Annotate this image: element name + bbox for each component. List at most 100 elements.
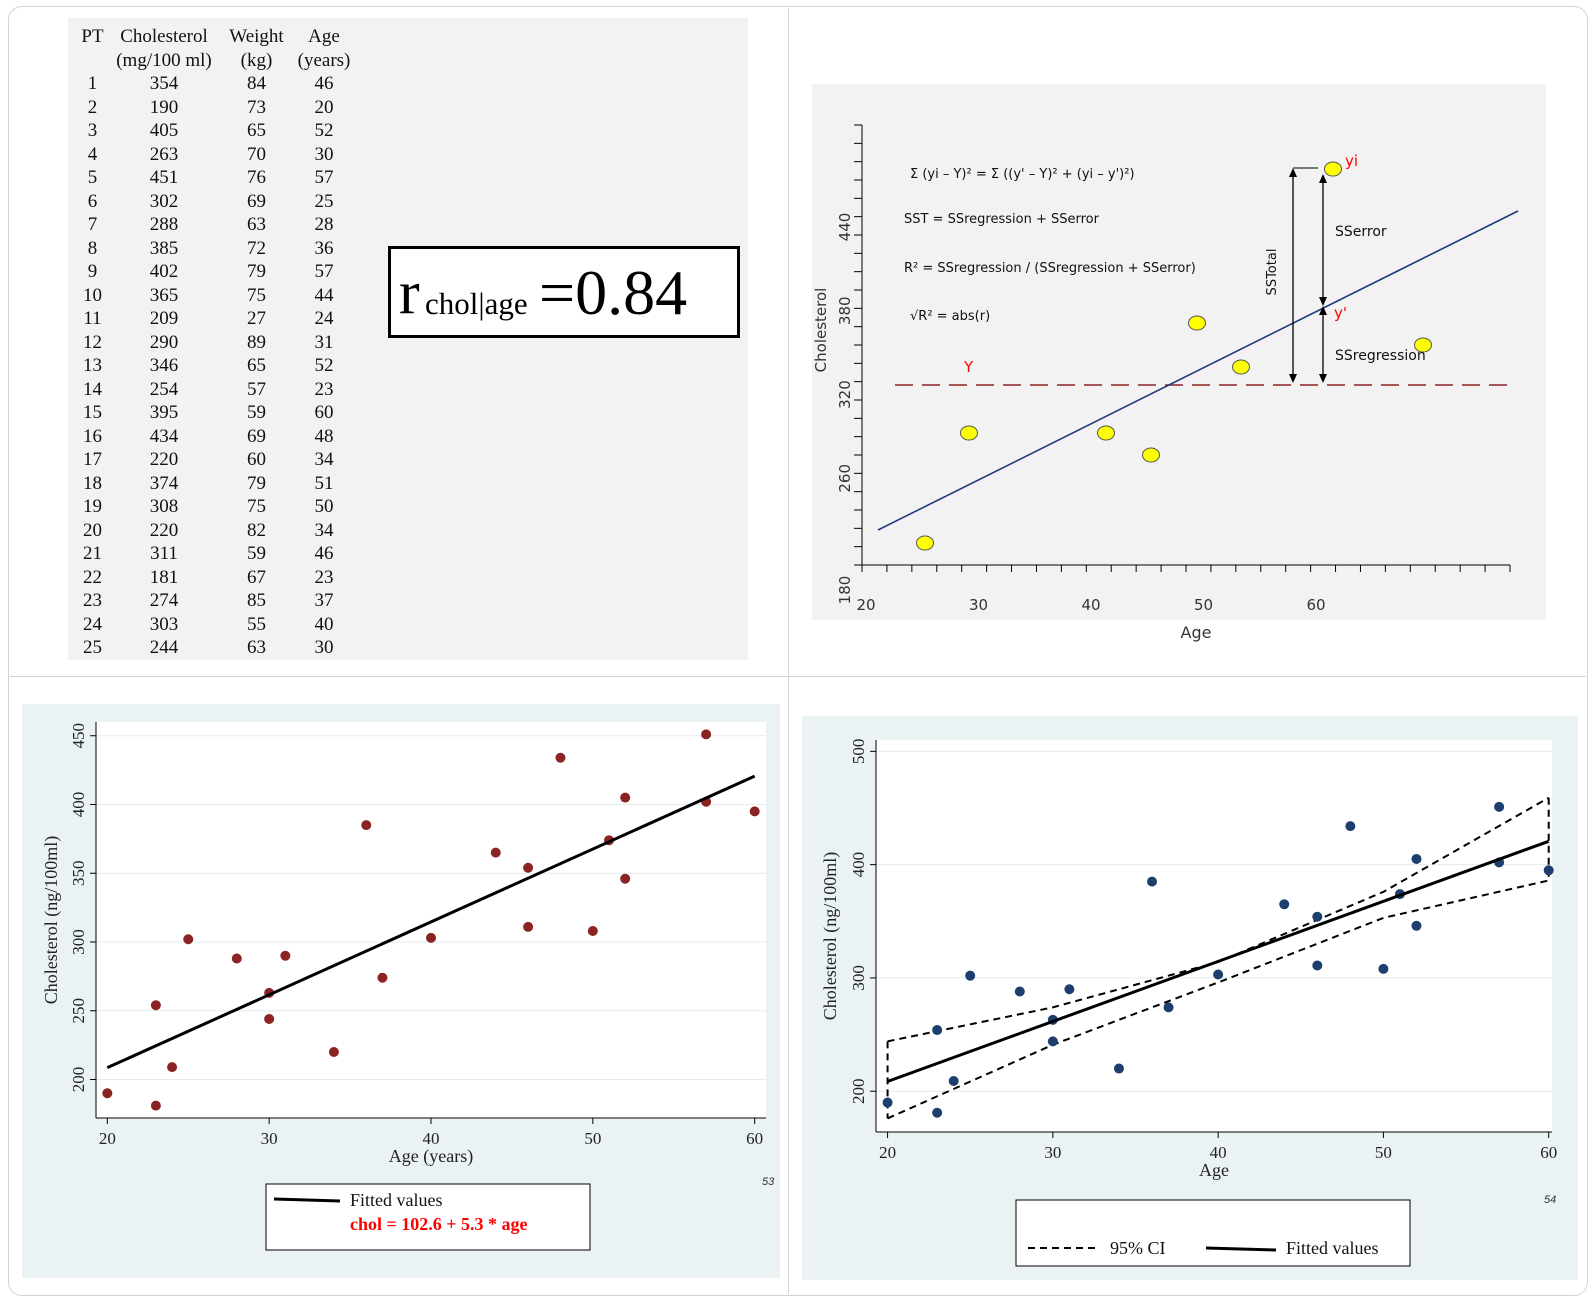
table-row: 4 263 70 30 — [76, 143, 354, 167]
table-row: 13 346 65 52 — [76, 354, 354, 378]
cell-age: 57 — [314, 261, 334, 282]
chart-a-bottom-band — [812, 620, 1546, 650]
cell-age: 37 — [314, 590, 334, 611]
cell-pt: 5 — [87, 167, 98, 188]
chart-a-point — [1232, 359, 1250, 375]
chart-a-point — [1142, 447, 1160, 463]
chart-a-y-tick-label: 180 — [836, 576, 854, 605]
cell-cholesterol: 302 — [149, 190, 179, 212]
cell-weight: 72 — [247, 237, 266, 259]
chart-c: 200 300 400 500 20 30 40 50 60 Age Cholesterol (ng… — [820, 739, 1557, 1267]
cell-age: 20 — [314, 96, 334, 118]
cell-weight: 57 — [247, 378, 266, 400]
cell-age: 30 — [314, 637, 334, 658]
chart-c-point — [1213, 969, 1224, 980]
divider-vertical — [788, 8, 789, 1294]
cell-pt: 7 — [87, 214, 98, 235]
table-row: 24 303 55 40 — [76, 613, 354, 637]
table-row: 17 220 60 34 — [76, 448, 354, 472]
chart-b-point — [377, 972, 388, 983]
chart-c-x-tick-label: 50 — [1375, 1143, 1392, 1162]
chart-c-point — [932, 1107, 943, 1118]
chart-c-point — [882, 1097, 893, 1108]
table-row: 15 395 59 60 — [76, 401, 354, 425]
cell-age: 25 — [314, 190, 334, 212]
cell-pt: 4 — [87, 143, 98, 165]
chart-b-y-tick-label: 300 — [69, 929, 88, 955]
cell-pt: 2 — [87, 96, 98, 118]
cell-pt: 22 — [83, 566, 102, 588]
table-row: 21 311 59 46 — [76, 542, 354, 566]
chart-a-x-tick-label: 50 — [1194, 596, 1213, 614]
cell-age: 57 — [314, 167, 334, 188]
chart-a-y-tick-label: 260 — [836, 464, 854, 493]
chart-b-point — [620, 792, 631, 803]
chart-c-y-tick-label: 300 — [849, 965, 868, 991]
cell-cholesterol: 374 — [149, 472, 179, 494]
chart-a-x-label: Age — [1181, 623, 1212, 642]
cell-weight: 59 — [247, 402, 266, 423]
chart-a-y-label: Cholesterol — [812, 288, 830, 373]
header-weight: Weight — [229, 26, 284, 47]
chart-b-point — [523, 862, 534, 873]
chart-b-x-tick-label: 50 — [584, 1129, 601, 1148]
chart-a-point — [1324, 161, 1342, 177]
cell-age: 23 — [314, 566, 334, 588]
table-row: 12 290 89 31 — [76, 331, 354, 355]
chart-c-point — [1064, 984, 1075, 995]
chart-a: 180 260 320 380 440 20 30 40 50 60 Age Cholesterol Y… — [812, 124, 1519, 642]
cell-pt: 10 — [83, 284, 102, 306]
chart-a-y-tick-label: 440 — [836, 213, 854, 242]
slide-frame — [8, 6, 1588, 1296]
cell-cholesterol: 181 — [149, 566, 179, 588]
cell-cholesterol: 405 — [149, 120, 179, 141]
chart-b-point — [102, 1088, 113, 1099]
chart-b-point — [264, 1014, 275, 1024]
cell-cholesterol: 346 — [149, 355, 179, 376]
cell-pt: 13 — [83, 355, 102, 376]
chart-c-x-tick-label: 20 — [879, 1143, 896, 1162]
chart-a-point — [916, 535, 934, 551]
cell-cholesterol: 288 — [149, 214, 179, 235]
chart-b-y-tick-label: 400 — [69, 792, 88, 818]
cell-cholesterol: 303 — [149, 613, 179, 635]
header-pt: PT — [81, 26, 104, 47]
cell-weight: 85 — [247, 590, 266, 611]
table-row: 9 402 79 57 — [76, 260, 354, 284]
cell-weight: 70 — [247, 143, 266, 165]
chart-a-sstotal-arrow-head-up — [1289, 168, 1297, 177]
chart-b-point — [523, 921, 534, 932]
chart-c-legend-fit-label: Fitted values — [1286, 1238, 1379, 1258]
table-row: 6 302 69 25 — [76, 190, 354, 214]
chart-a-sserror-arrow-head-down — [1319, 297, 1327, 306]
cell-pt: 18 — [83, 472, 102, 494]
chart-a-sserror-label: SSerror — [1335, 224, 1387, 240]
chart-c-fit-line — [887, 839, 1550, 1083]
cell-age: 46 — [314, 543, 334, 564]
chart-c-y-tick-label: 500 — [849, 739, 868, 765]
chart-a-x-tick-label: 20 — [856, 596, 875, 614]
cell-age: 23 — [314, 378, 334, 400]
cell-weight: 55 — [247, 613, 266, 635]
cell-weight: 75 — [247, 284, 266, 306]
cell-age: 50 — [314, 496, 334, 517]
cell-age: 44 — [314, 284, 334, 306]
cell-age: 31 — [314, 331, 334, 353]
cell-weight: 65 — [247, 120, 266, 141]
cell-age: 51 — [314, 472, 334, 494]
chart-b-point — [555, 752, 566, 763]
chart-c-legend-ci-label: 95% CI — [1110, 1238, 1166, 1258]
chart-a-point — [1188, 315, 1206, 331]
chart-c-point — [1345, 821, 1356, 832]
chart-b-fit-line — [106, 774, 756, 1070]
chart-b-point — [361, 820, 372, 831]
chart-c-x-tick-label: 30 — [1044, 1143, 1061, 1162]
cell-age: 28 — [314, 214, 334, 235]
cell-pt: 11 — [83, 308, 102, 329]
chart-c-point — [948, 1076, 959, 1087]
chart-b-x-tick-label: 60 — [746, 1129, 763, 1148]
chart-c-x-tick-label: 60 — [1540, 1143, 1557, 1162]
correlation-box: r chol|age =0.84 — [388, 246, 740, 338]
chart-c-x-label: Age — [1199, 1160, 1229, 1180]
cell-age: 34 — [314, 519, 334, 541]
